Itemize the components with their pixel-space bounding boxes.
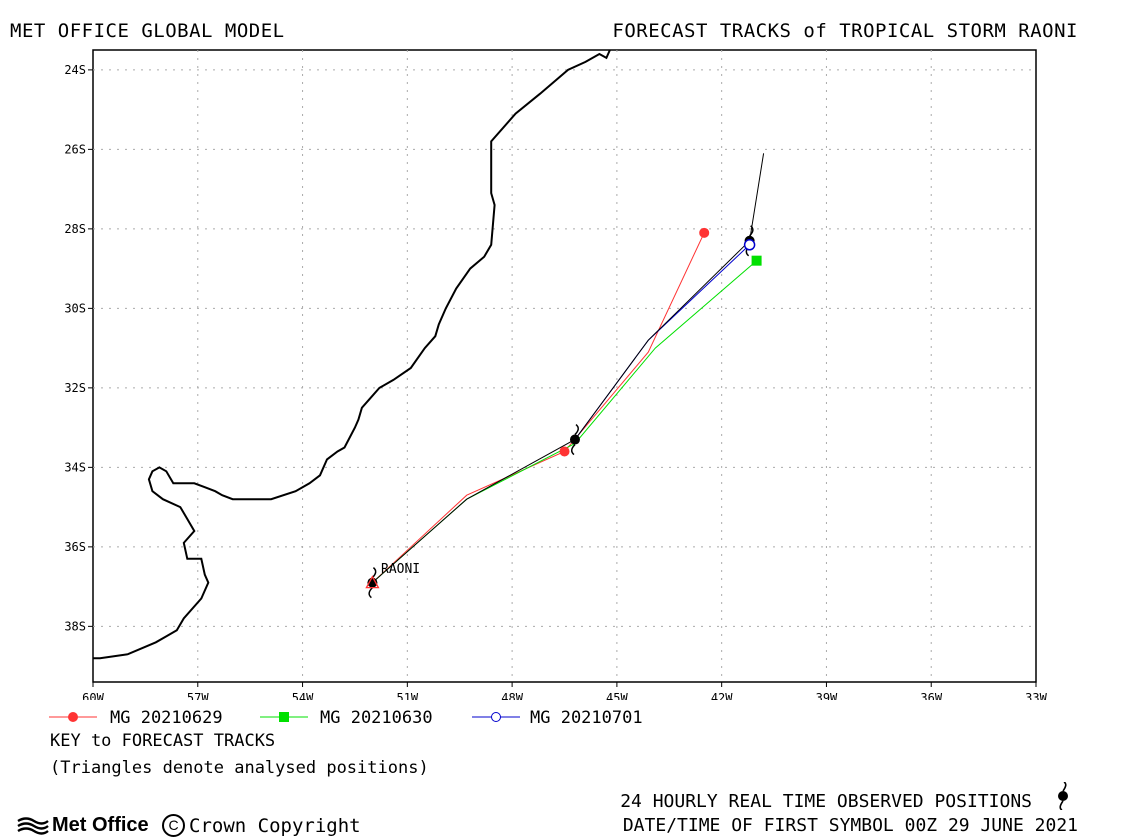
map-frame [92,49,1037,683]
x-tick-label: 33W [1025,691,1047,700]
x-tick-label: 60W [82,691,104,700]
y-tick-label: 32S [64,381,86,395]
copyright-icon: C [162,814,185,837]
forecast-marker-circle [699,227,710,238]
header-storm-title: FORECAST TRACKS of TROPICAL STORM RAONI [612,20,1078,42]
legend-label-mg-20210701: MG 20210701 [530,708,643,728]
observed-track-line [372,153,765,583]
y-tick-label: 38S [64,619,86,633]
x-tick-label: 51W [396,691,418,700]
y-tick-label: 24S [64,63,86,77]
x-tick-label: 54W [292,691,314,700]
met-office-waves-icon [17,817,49,835]
forecast-marker-circle [559,446,570,457]
y-tick-label: 28S [64,222,86,236]
legend-swatch-mg-20210630 [260,712,308,722]
x-tick-label: 42W [711,691,733,700]
tropical-storm-symbol-icon [1058,782,1068,810]
y-tick-label: 34S [64,460,86,474]
met-office-logo-text: Met Office [52,813,149,836]
green-square-marker-icon [279,712,289,722]
red-circle-marker-icon [68,712,78,722]
x-tick-label: 48W [501,691,523,700]
first-symbol-datetime: DATE/TIME OF FIRST SYMBOL 00Z 29 JUNE 20… [622,815,1078,836]
header-model-title: MET OFFICE GLOBAL MODEL [10,20,285,42]
forecast-track-line-0 [372,232,705,583]
x-tick-label: 45W [606,691,628,700]
analysed-position-triangle-icon [365,575,380,589]
key-note: (Triangles denote analysed positions) [50,758,429,778]
y-tick-label: 30S [64,301,86,315]
met-office-logo: Met Office [16,812,149,838]
y-tick-label: 36S [64,540,86,554]
legend-label-mg-20210630: MG 20210630 [320,708,433,728]
x-tick-label: 57W [187,691,209,700]
forecast-marker-square [751,255,762,266]
tropical-storm-symbol-icon [569,423,580,456]
coastline [93,49,611,660]
track-lines [372,153,765,583]
track-symbols [365,225,762,599]
forecast-track-map: 60W 57W 54W 51W 48W 45W 42W 39W 36W 33W 24S 26S 28S 3… [64,49,1048,700]
blue-open-circle-marker-icon [491,712,501,722]
key-title: KEY to FORECAST TRACKS [50,731,276,751]
forecast-track-line-1 [372,260,757,583]
legend-swatch-mg-20210701 [472,712,520,722]
copyright-text: Crown Copyright [189,814,361,837]
forecast-marker-open-circle [743,239,756,251]
storm-name-label: RAONI [381,562,420,577]
observed-positions-text: 24 HOURLY REAL TIME OBSERVED POSITIONS [620,791,1032,812]
legend-label-mg-20210629: MG 20210629 [110,708,223,728]
map-grid [93,50,1036,682]
x-tick-label: 39W [816,691,838,700]
copyright-notice: C Crown Copyright [162,814,361,837]
x-tick-label: 36W [920,691,942,700]
legend-swatch-mg-20210629 [49,712,97,722]
map-axis-ticks: 60W 57W 54W 51W 48W 45W 42W 39W 36W 33W 24S 26S 28S 3… [64,63,1047,700]
y-tick-label: 26S [64,142,86,156]
